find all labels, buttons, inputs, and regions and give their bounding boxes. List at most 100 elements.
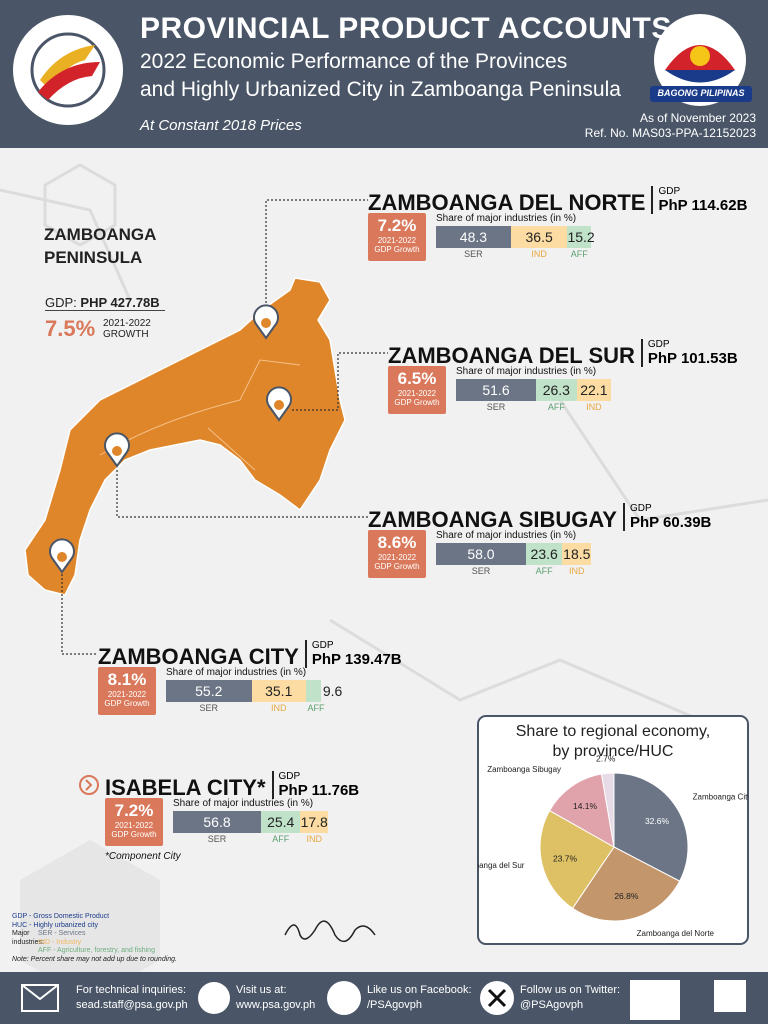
share-value: 35.1: [265, 683, 293, 699]
ref: Ref. No. MAS03-PPA-12152023: [584, 126, 756, 140]
share-name: AFF: [535, 566, 553, 576]
share-bar: [166, 680, 252, 702]
province-header: ZAMBOANGA DEL NORTE GDP PhP 114.62B: [368, 186, 747, 216]
share-name: SER: [486, 402, 506, 412]
share-name: SER: [471, 566, 491, 576]
gdp-label: GDP:: [45, 295, 77, 310]
legend-item: AFF - Agriculture, forestry, and fishing: [38, 947, 155, 954]
gdp: GDP PhP 114.62B: [651, 186, 747, 214]
province-name: ZAMBOANGA DEL NORTE: [368, 190, 646, 215]
mail-icon: [21, 984, 59, 1012]
legend-item: GDP - Gross Domestic Product: [12, 913, 110, 920]
gdp-label: GDP: [629, 503, 652, 514]
gdp-value: PhP 11.76B: [278, 782, 360, 799]
province-header: ZAMBOANGA CITY GDP PhP 139.47B: [98, 640, 402, 670]
pie-value: 32.6%: [645, 816, 670, 826]
as-of: As of November 2023: [639, 111, 756, 125]
share-title: Share of major industries (in %): [436, 213, 577, 224]
province-name: ZAMBOANGA DEL SUR: [388, 343, 635, 368]
share-name: AFF: [547, 402, 565, 412]
header: [0, 0, 768, 148]
gdp-value: PhP 114.62B: [658, 197, 748, 214]
logo-text: BAGONG PILIPINAS: [657, 88, 745, 98]
share-name: SER: [199, 703, 219, 713]
title-line: Share to regional economy,: [515, 723, 711, 740]
growth-label: GDP Growth: [394, 398, 440, 407]
footer-item: Follow us on Twitter: @PSAgovph: [520, 983, 620, 1013]
growth-label: GDP Growth: [374, 245, 420, 254]
subtitle: 2022 Economic Performance of the Provinc…: [140, 50, 568, 73]
pie-slice: [600, 772, 615, 848]
signature: [284, 920, 376, 943]
share-bar: [436, 226, 511, 248]
share-bar: [562, 543, 592, 565]
pie-chart: Zamboanga City 32.6% Zamboanga del Norte 26…: [478, 753, 748, 938]
growth: 6.5%: [397, 369, 437, 388]
footer-label: Like us on Facebook:: [367, 984, 472, 996]
bp-sun: [690, 46, 710, 66]
share-value: 48.3: [459, 229, 488, 245]
share-title: Share of major industries (in %): [436, 530, 577, 541]
pie-value: 23.7%: [553, 854, 578, 864]
pie-slice: [613, 772, 689, 882]
share-bar: [300, 811, 328, 833]
gdp-label: GDP: [647, 339, 670, 350]
mail-icon: [21, 984, 59, 1001]
title: PROVINCIAL PRODUCT ACCOUNTS: [140, 12, 672, 45]
legend: GDP - Gross Domestic Product HUC - Highl…: [12, 913, 177, 964]
share-value: 17.8: [300, 814, 328, 830]
label: GROWTH: [103, 329, 149, 340]
note: *Component City: [105, 851, 181, 862]
legend-row: Major industries: SER - Services IND - In…: [12, 930, 177, 956]
share-value: 9.6: [322, 683, 343, 699]
gdp: GDP PhP 101.53B: [640, 339, 738, 367]
growth-label: GDP Growth: [104, 699, 150, 708]
pie-value: 14.1%: [573, 801, 598, 811]
bp-banner: [650, 86, 752, 102]
province-name: ISABELA CITY*: [105, 775, 266, 800]
gdp: GDP PhP 60.39B: [622, 503, 711, 531]
share-bar: [535, 379, 577, 401]
share-bar: [305, 680, 321, 702]
share-bar: [525, 543, 563, 565]
growth: 8.1%: [107, 670, 147, 689]
share-bar: [436, 543, 526, 565]
pins: [49, 304, 292, 574]
share-value: 55.2: [195, 683, 223, 699]
share-bar: [576, 379, 611, 401]
share-name: AFF: [272, 834, 290, 844]
psa-globe: [30, 32, 106, 108]
province-header: ZAMBOANGA SIBUGAY GDP PhP 60.39B: [368, 503, 711, 533]
share-name: IND: [270, 703, 287, 713]
growth: 7.2%: [377, 216, 417, 235]
region-gdp: GDP: PHP 427.78B: [45, 295, 165, 311]
legend-item: Major industries:: [12, 930, 44, 946]
share-name: IND: [306, 834, 322, 844]
share-value: 36.5: [525, 229, 553, 245]
growth-label: 2021-2022: [114, 821, 154, 830]
region-name: ZAMBOANGA: [44, 225, 157, 244]
share-title: Share of major industries (in %): [456, 366, 597, 377]
footer-item: For technical inquiries: sead.staff@psa.g…: [76, 983, 188, 1013]
pie-slice: [539, 809, 615, 910]
isabela-icon: [79, 775, 99, 795]
share-value: 26.3: [542, 382, 570, 398]
footer-value: @PSAgovph: [520, 999, 584, 1011]
footer-item: Like us on Facebook: /PSAgovph: [367, 983, 472, 1013]
share-value: 56.8: [203, 814, 231, 830]
gdp: GDP PhP 139.47B: [304, 640, 402, 668]
share-name: IND: [569, 566, 585, 576]
pie-value: 2.7%: [596, 753, 616, 763]
footer-item: Visit us at: www.psa.gov.ph: [236, 983, 315, 1013]
region-name: PENINSULA: [44, 248, 143, 267]
region-growth: 7.5%: [45, 316, 96, 341]
pie-slice: [571, 846, 681, 922]
share-bar: [261, 811, 301, 833]
pie-label: Zamboanga del Sur: [478, 861, 525, 870]
subtitle: and Highly Urbanized City in Zamboanga P…: [140, 78, 621, 101]
share-name: IND: [531, 249, 547, 259]
psa-swoosh: [38, 62, 100, 100]
bp-flag: [665, 70, 735, 83]
map: [24, 277, 346, 596]
share-name: IND: [586, 402, 602, 412]
